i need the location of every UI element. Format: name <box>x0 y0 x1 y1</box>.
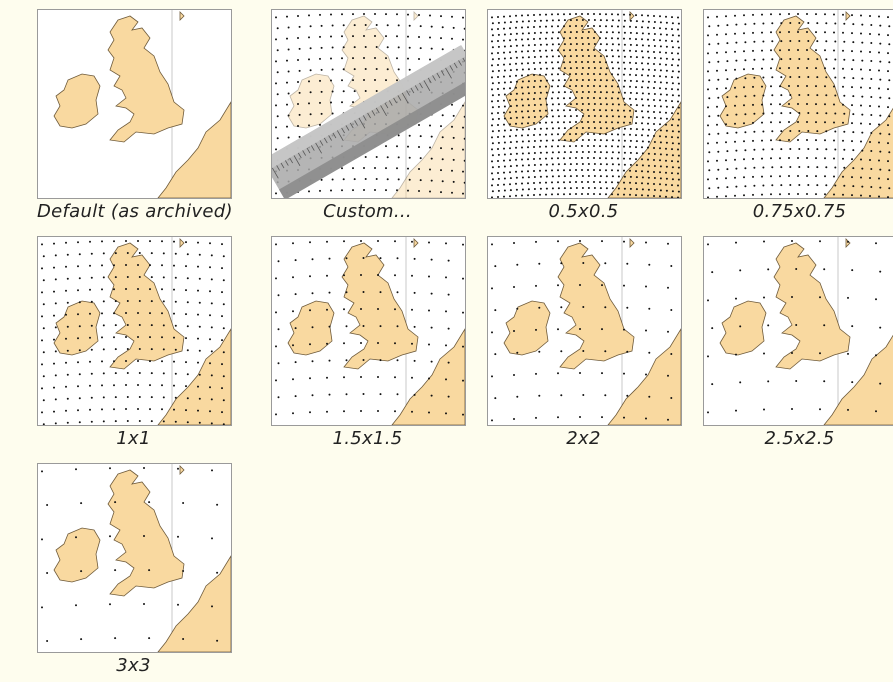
map-preview <box>272 10 465 198</box>
map-thumbnail <box>703 9 893 199</box>
map-preview <box>38 464 231 652</box>
grid-points <box>491 13 680 198</box>
map-thumbnail <box>487 236 682 426</box>
map-thumbnail <box>487 9 682 199</box>
grid-points <box>707 240 882 414</box>
option-label: 0.75x0.75 <box>752 201 847 222</box>
ruler-icon <box>272 45 465 198</box>
grid-points <box>41 240 225 425</box>
grid-points <box>41 467 219 642</box>
grid-points <box>707 13 891 198</box>
option-label: 0.5x0.5 <box>548 201 619 222</box>
option-label: 1.5x1.5 <box>332 428 403 449</box>
map-preview <box>38 10 231 198</box>
map-thumbnail <box>703 236 893 426</box>
option-label: 2x2 <box>566 428 601 449</box>
grid-points <box>275 240 464 416</box>
grid-points <box>491 240 673 422</box>
grid-points <box>275 13 465 195</box>
map-preview <box>704 10 893 198</box>
option-label: 3x3 <box>116 655 151 676</box>
option-label: Default (as archived) <box>37 201 233 222</box>
map-thumbnail <box>37 9 232 199</box>
option-label: 2.5x2.5 <box>764 428 835 449</box>
map-thumbnail <box>271 236 466 426</box>
map-thumbnail <box>37 463 232 653</box>
map-preview <box>272 237 465 425</box>
map-preview <box>488 237 681 425</box>
map-preview <box>38 237 231 425</box>
option-label: 1x1 <box>116 428 151 449</box>
option-label: Custom... <box>323 201 412 222</box>
map-thumbnail <box>37 236 232 426</box>
map-preview <box>704 237 893 425</box>
map-thumbnail <box>271 9 466 199</box>
map-preview <box>488 10 681 198</box>
